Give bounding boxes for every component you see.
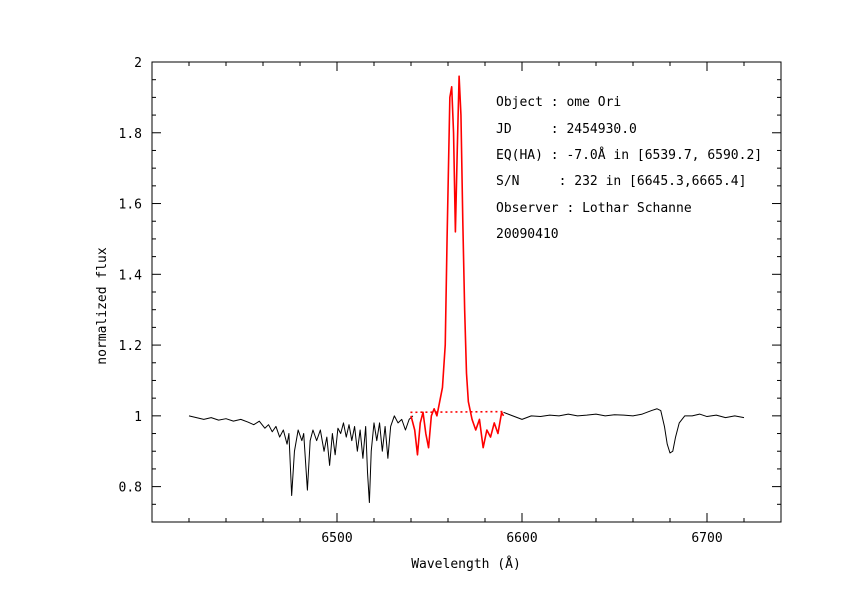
x-tick-label: 6600 <box>506 531 537 546</box>
x-tick-labels: 6500 6600 6700 <box>321 531 722 546</box>
series-line-1 <box>503 408 745 454</box>
y-tick-label: 1.2 <box>119 339 142 354</box>
x-tick-label: 6500 <box>321 531 352 546</box>
annotation-jd: JD : 2454930.0 <box>496 122 637 137</box>
series-line-3 <box>410 410 504 414</box>
y-axis-label: normalized flux <box>95 247 110 365</box>
annotation-eq-ha: EQ(HA) : -7.0Å in [6539.7, 6590.2] <box>496 147 762 163</box>
x-axis-label: Wavelength (Å) <box>411 556 521 572</box>
y-tick-label: 1.8 <box>119 127 142 142</box>
series-line-0 <box>188 415 414 504</box>
y-tick-label: 1.6 <box>119 198 142 213</box>
annotation-observer: Observer : Lothar Schanne <box>496 201 692 216</box>
y-tick-labels: 0.8 1 1.2 1.4 1.6 1.8 2 <box>119 56 143 496</box>
y-tick-label: 1 <box>134 410 142 425</box>
axis-ticks <box>151 61 782 523</box>
annotation-block: Object : ome Ori JD : 2454930.0 EQ(HA) :… <box>496 95 762 242</box>
series-layer <box>188 75 745 504</box>
series-line-2 <box>410 75 505 456</box>
annotation-object: Object : ome Ori <box>496 95 621 110</box>
y-tick-label: 1.4 <box>119 268 143 283</box>
y-tick-label: 0.8 <box>119 481 142 496</box>
annotation-sn: S/N : 232 in [6645.3,6665.4] <box>496 174 746 189</box>
annotation-date: 20090410 <box>496 227 559 242</box>
x-tick-label: 6700 <box>691 531 722 546</box>
plot-frame <box>151 61 782 523</box>
y-tick-label: 2 <box>134 56 142 71</box>
